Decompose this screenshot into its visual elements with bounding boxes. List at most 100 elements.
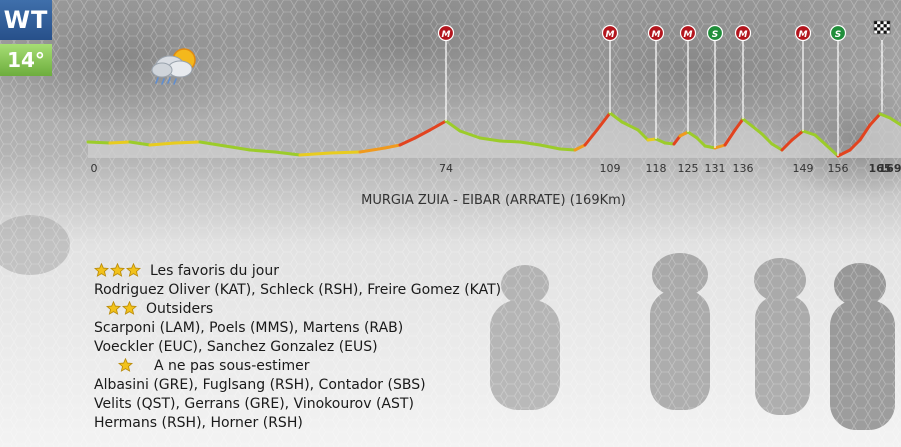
sprint-marker	[706, 24, 724, 42]
profile-segment	[428, 119, 448, 132]
rider-line: Scarponi (LAM), Poels (MMS), Martens (RA…	[94, 320, 404, 336]
profile-segment	[848, 138, 862, 152]
profile-segment	[686, 130, 699, 140]
cloud-sun-rain-icon	[151, 48, 196, 85]
profile-segment	[878, 112, 892, 120]
km-label: 0	[91, 162, 98, 175]
profile-segment	[823, 142, 840, 158]
profile-segment	[498, 139, 522, 144]
underrated-heading: A ne pas sous-estimer	[94, 357, 501, 376]
favorites-panel: Les favoris du jour Rodriguez Oliver (KA…	[94, 262, 501, 433]
mountain-marker	[794, 24, 812, 42]
km-label: 169	[879, 162, 901, 175]
checkered-flag-icon	[873, 20, 891, 35]
profile-segment	[198, 140, 227, 148]
km-label: 125	[678, 162, 699, 175]
profile-segment	[248, 148, 277, 154]
profile-segment	[695, 136, 707, 148]
profile-segment	[86, 140, 112, 145]
km-label: 165	[869, 162, 892, 175]
stage-title: MURGIA ZUIA - EIBAR (ARRATE) (169Km)	[361, 193, 626, 208]
favorites-riders: Rodriguez Oliver (KAT), Schleck (RSH), F…	[94, 281, 501, 300]
marker-label: S	[712, 30, 718, 40]
profile-segment	[173, 140, 202, 145]
profile-segment	[478, 136, 502, 143]
profile-segment	[733, 117, 745, 132]
profile-segment	[413, 128, 432, 140]
profile-segment	[750, 124, 764, 136]
profile-segment	[298, 151, 332, 157]
rider-line: Rodriguez Oliver (KAT), Schleck (RSH), F…	[94, 282, 502, 298]
profile-segment	[770, 142, 784, 152]
profile-segment	[790, 129, 805, 142]
profile-segment	[148, 141, 177, 147]
km-label: 156	[828, 162, 849, 175]
profile-segment	[741, 117, 754, 128]
profile-segment	[801, 129, 817, 137]
mountain-marker	[647, 24, 665, 42]
profile-segment	[663, 141, 676, 146]
profile-segment	[518, 140, 542, 147]
underrated-label: A ne pas sous-estimer	[154, 358, 310, 374]
profile-segment	[672, 134, 682, 146]
profile-segment	[458, 129, 482, 140]
profile-segment	[573, 143, 587, 152]
marker-label: S	[835, 30, 841, 40]
profile-segment	[558, 147, 577, 152]
km-label: 74	[439, 162, 453, 175]
profile-segment	[595, 111, 612, 132]
star-icon	[106, 301, 121, 315]
profile-segment	[703, 144, 717, 150]
profile-segment	[780, 138, 794, 152]
mountain-marker	[601, 24, 619, 42]
km-label: 149	[793, 162, 814, 175]
mountain-marker	[437, 24, 455, 42]
favorites-stars	[94, 262, 142, 281]
category-badge: WT	[0, 0, 52, 40]
profile-segment	[868, 112, 882, 127]
star-icon	[126, 263, 141, 277]
star-icon	[122, 301, 137, 315]
favorites-heading: Les favoris du jour	[94, 262, 501, 281]
profile-segment	[888, 116, 901, 127]
profile-segment	[538, 143, 562, 151]
profile-segment	[636, 128, 650, 142]
outsiders-heading: Outsiders	[94, 300, 501, 319]
favorites-label: Les favoris du jour	[150, 263, 279, 279]
profile-area	[88, 113, 901, 158]
marker-label: M	[442, 30, 451, 40]
marker-label: M	[684, 30, 693, 40]
underrated-stars	[118, 357, 134, 376]
profile-segment	[608, 111, 624, 124]
profile-segment	[383, 143, 402, 150]
km-label: 136	[733, 162, 754, 175]
marker-label: M	[799, 30, 808, 40]
profile-segment	[654, 137, 667, 145]
profile-segment	[328, 150, 362, 155]
underrated-riders: Albasini (GRE), Fuglsang (RSH), Contador…	[94, 376, 501, 433]
profile-segment	[723, 128, 737, 147]
sprint-marker	[829, 24, 847, 42]
temperature-badge: 14°	[0, 44, 52, 76]
mountain-marker	[734, 24, 752, 42]
star-icon	[94, 263, 109, 277]
rider-line: Hermans (RSH), Horner (RSH)	[94, 415, 303, 431]
star-icon	[118, 358, 133, 372]
profile-segment	[273, 150, 302, 157]
km-label: 118	[646, 162, 667, 175]
profile-segment	[223, 144, 252, 152]
marker-label: M	[739, 30, 748, 40]
profile-segment	[398, 136, 417, 147]
km-label: 109	[600, 162, 621, 175]
profile-segment	[444, 119, 462, 133]
rider-line: Albasini (GRE), Fuglsang (RSH), Contador…	[94, 377, 426, 393]
rider-line: Voeckler (EUC), Sanchez Gonzalez (EUS)	[94, 339, 378, 355]
rider-line: Velits (QST), Gerrans (GRE), Vinokourov …	[94, 396, 414, 412]
profile-segment	[813, 133, 827, 146]
mountain-marker	[679, 24, 697, 42]
profile-segment	[358, 146, 387, 154]
outsiders-riders: Scarponi (LAM), Poels (MMS), Martens (RA…	[94, 319, 501, 357]
marker-label: M	[606, 30, 615, 40]
